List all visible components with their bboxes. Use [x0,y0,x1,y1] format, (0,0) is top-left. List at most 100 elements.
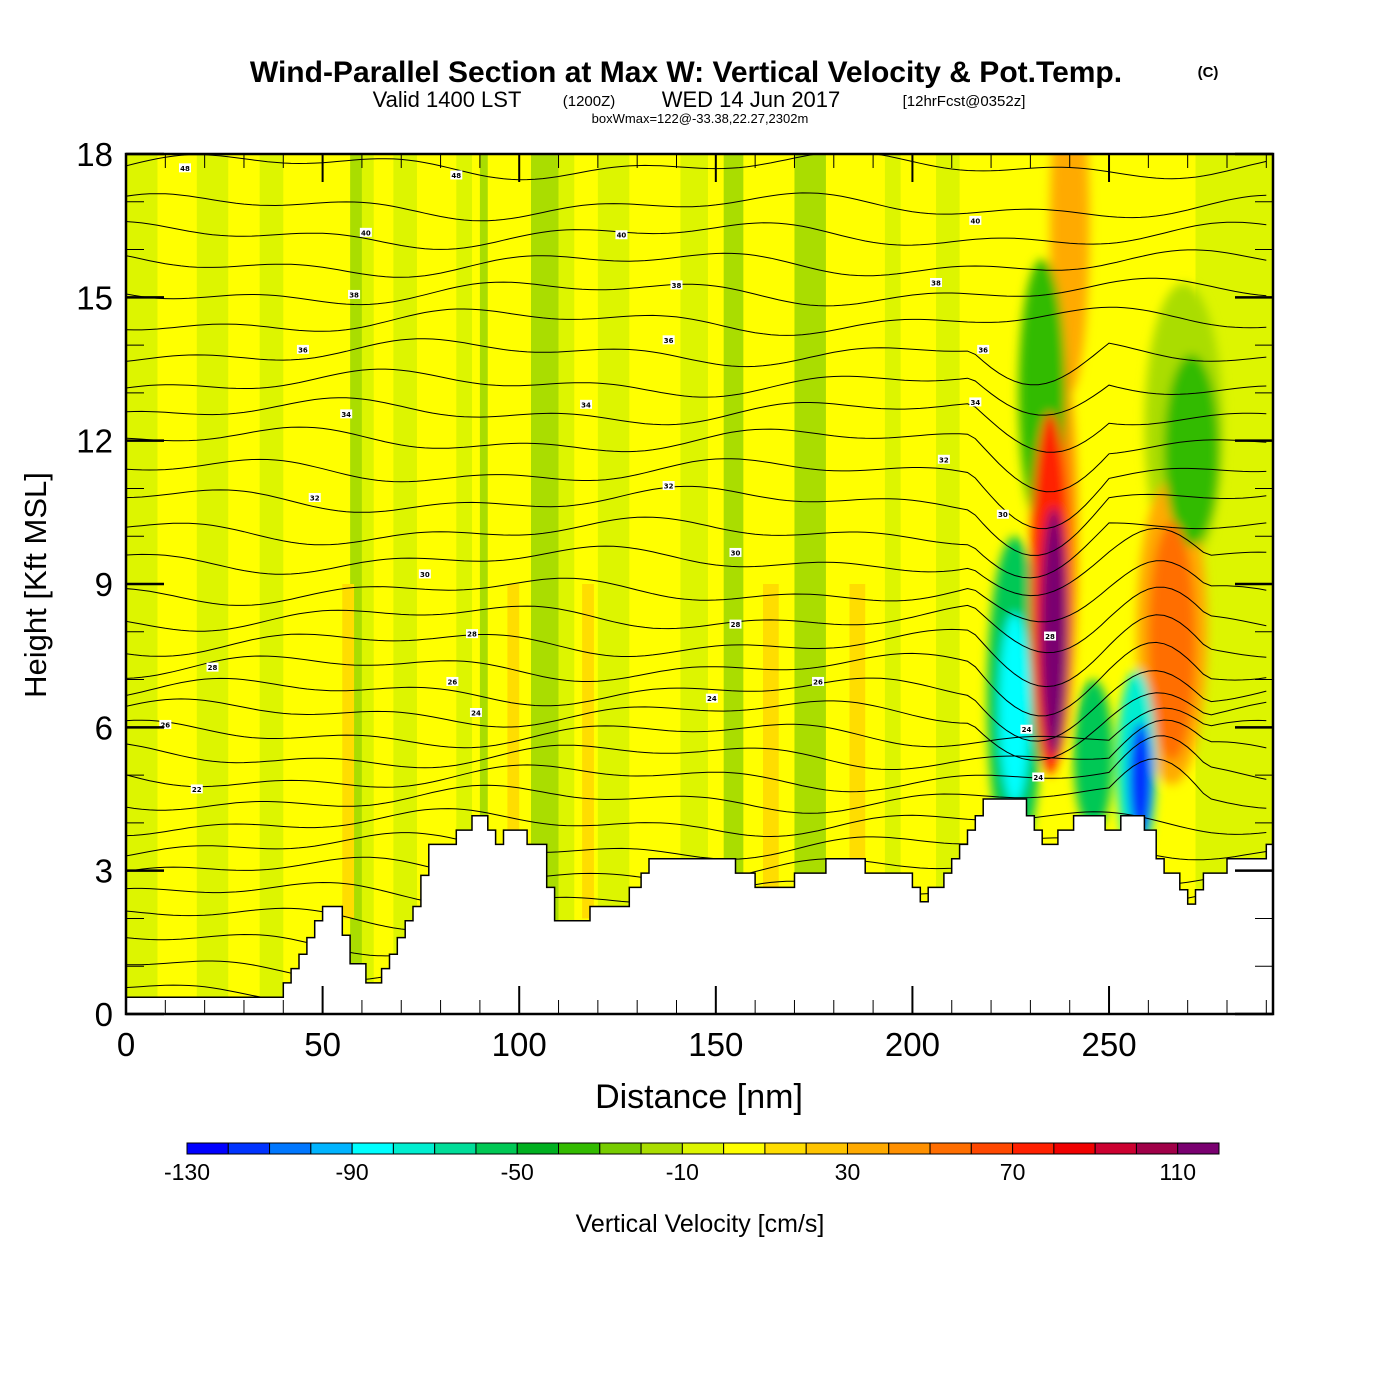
contour-label-text: 28 [467,631,477,639]
contour-label-bg [670,280,683,290]
colorbar-box [351,1142,394,1155]
colorbar-tick-label: -90 [335,1159,368,1185]
colorbar-box [1094,1142,1137,1155]
subtitle-valid-time: Valid 1400 LST [373,87,522,112]
colorbar-box [764,1142,807,1155]
velocity-band [196,154,229,1014]
velocity-band-warm [849,584,866,919]
contour-label-bg [296,344,309,354]
contour-label-text: 30 [731,549,741,557]
contour-label-bg [178,163,191,173]
y-tick-label: 18 [76,136,113,173]
terrain-mask [126,798,1273,1014]
contour-label-bg [996,509,1009,519]
contour-label-text: 24 [1022,726,1032,734]
theta-contour-line [126,707,1267,749]
contour-label-bg [159,719,172,729]
velocity-band [350,154,362,1014]
contour-label-text: 34 [581,401,591,409]
contour-label-bg [662,481,675,491]
contour-label: 34 [340,409,353,419]
contour-label-bg [969,215,982,225]
theta-contour-line [126,692,1267,761]
velocity-band-warm [507,584,520,919]
colorbar-tick-label: -50 [501,1159,534,1185]
colorbar-box [1135,1142,1179,1155]
theta-contour-line [126,192,1267,222]
theta-contour-line [126,670,1267,742]
contour-label-bg [190,784,203,794]
theta-contour-line [126,221,1267,250]
theta-contour-line [126,249,1267,278]
contour-label-bg [1032,772,1045,782]
contour-label: 26 [159,719,172,729]
contour-label-text: 26 [160,721,170,729]
colorbar-box [516,1142,560,1155]
y-tick-label: 3 [95,853,113,890]
colorbar-box [186,1142,229,1155]
contour-label-text: 48 [180,165,190,173]
colorbar-box [929,1142,972,1155]
contour-label: 24 [705,693,718,703]
contour-label-bg [729,619,742,629]
contour-label-bg [969,397,982,407]
contour-label-bg [705,693,718,703]
contour-label-bg [1020,724,1033,734]
y-axis-label: Height [Kft MSL] [18,472,53,698]
contour-label-bg [729,547,742,557]
contour-label: 40 [615,230,628,240]
colorbar-tick-label: -130 [164,1159,210,1185]
contour-label-bg [206,662,219,672]
colorbar-box [392,1142,436,1155]
contour-label-bg [469,708,482,717]
contour-label: 38 [930,278,943,288]
contour-label-text: 40 [361,229,371,237]
contour-label-bg [580,399,593,409]
contour-label: 24 [1032,772,1045,782]
x-tick-label: 250 [1081,1026,1136,1063]
velocity-band [936,154,960,1014]
colorbar-box [1012,1142,1055,1155]
contour-label-bg [812,676,825,686]
x-tick-label: 200 [885,1026,940,1063]
contour-label-text: 26 [447,678,457,686]
contour-label-text: 38 [349,291,359,299]
x-tick-labels: 0 50 100 150 200 250 [117,1026,1137,1063]
contour-label: 48 [178,163,191,173]
colorbar-box [558,1142,601,1155]
contour-label-text: 38 [931,280,941,288]
x-tick-label: 150 [688,1026,743,1063]
contour-label: 28 [729,619,742,629]
contour-label-text: 28 [1045,633,1055,641]
colorbar-tick-labels: -130 -90 -50 -10 30 70 110 [164,1159,1196,1185]
contour-label-bg [446,676,459,686]
contour-label-text: 34 [970,399,980,407]
y-tick-label: 12 [76,423,113,460]
contour-label: 34 [969,397,982,407]
contour-label: 24 [469,708,482,718]
contour-label: 30 [418,569,431,579]
colorbar-box [640,1142,683,1155]
theta-contour-line [126,516,1267,579]
contour-label-text: 36 [664,337,674,345]
theta-contour-line [126,586,1267,654]
y-tick-label: 6 [95,709,113,746]
theta-contour-line [126,560,1267,623]
y-tick-label: 9 [95,566,113,603]
contour-label: 28 [1044,631,1057,641]
contour-label-text: 40 [617,232,627,240]
contour-label: 32 [662,481,675,491]
contour-label: 40 [969,215,982,225]
theta-contour-line [126,527,1267,597]
contour-label-bg [418,569,431,579]
y-tick-labels: 0 3 6 9 12 15 18 [76,136,113,1033]
theta-contour-line [126,485,1267,556]
contour-label-text: 32 [664,483,674,491]
chart-subtitle: Valid 1400 LST (1200Z) WED 14 Jun 2017 [… [373,87,1026,112]
contour-label: 32 [308,493,321,503]
colorbar-box [805,1142,848,1155]
contour-label: 32 [937,454,950,464]
contour-label: 26 [812,676,825,686]
velocity-feature [1073,679,1113,833]
contour-label-text: 40 [970,217,980,225]
